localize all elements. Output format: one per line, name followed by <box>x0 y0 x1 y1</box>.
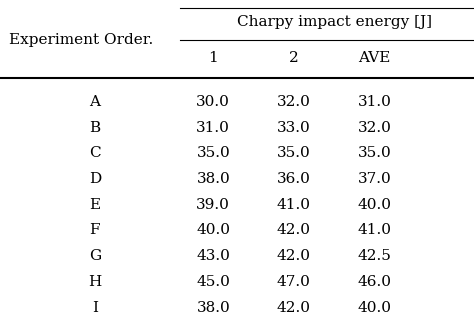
Text: 35.0: 35.0 <box>357 146 392 160</box>
Text: Charpy impact energy [J]: Charpy impact energy [J] <box>237 15 432 29</box>
Text: 46.0: 46.0 <box>357 275 392 289</box>
Text: 35.0: 35.0 <box>277 146 311 160</box>
Text: 30.0: 30.0 <box>196 95 230 109</box>
Text: AVE: AVE <box>358 51 391 65</box>
Text: 1: 1 <box>209 51 218 65</box>
Text: 45.0: 45.0 <box>196 275 230 289</box>
Text: 40.0: 40.0 <box>357 301 392 315</box>
Text: 31.0: 31.0 <box>196 121 230 135</box>
Text: 36.0: 36.0 <box>277 172 311 186</box>
Text: 31.0: 31.0 <box>357 95 392 109</box>
Text: 42.5: 42.5 <box>357 249 392 263</box>
Text: 42.0: 42.0 <box>277 301 311 315</box>
Text: D: D <box>89 172 101 186</box>
Text: Experiment Order.: Experiment Order. <box>9 33 154 47</box>
Text: E: E <box>89 198 100 212</box>
Text: H: H <box>88 275 101 289</box>
Text: 42.0: 42.0 <box>277 249 311 263</box>
Text: F: F <box>90 223 100 237</box>
Text: 47.0: 47.0 <box>277 275 311 289</box>
Text: G: G <box>89 249 101 263</box>
Text: 41.0: 41.0 <box>357 223 392 237</box>
Text: C: C <box>89 146 100 160</box>
Text: 42.0: 42.0 <box>277 223 311 237</box>
Text: B: B <box>89 121 100 135</box>
Text: 43.0: 43.0 <box>196 249 230 263</box>
Text: 38.0: 38.0 <box>196 301 230 315</box>
Text: 2: 2 <box>289 51 299 65</box>
Text: 39.0: 39.0 <box>196 198 230 212</box>
Text: 33.0: 33.0 <box>277 121 311 135</box>
Text: 40.0: 40.0 <box>357 198 392 212</box>
Text: 40.0: 40.0 <box>196 223 230 237</box>
Text: 35.0: 35.0 <box>196 146 230 160</box>
Text: 32.0: 32.0 <box>357 121 392 135</box>
Text: 38.0: 38.0 <box>196 172 230 186</box>
Text: 37.0: 37.0 <box>357 172 392 186</box>
Text: 32.0: 32.0 <box>277 95 311 109</box>
Text: I: I <box>92 301 98 315</box>
Text: A: A <box>89 95 100 109</box>
Text: 41.0: 41.0 <box>277 198 311 212</box>
